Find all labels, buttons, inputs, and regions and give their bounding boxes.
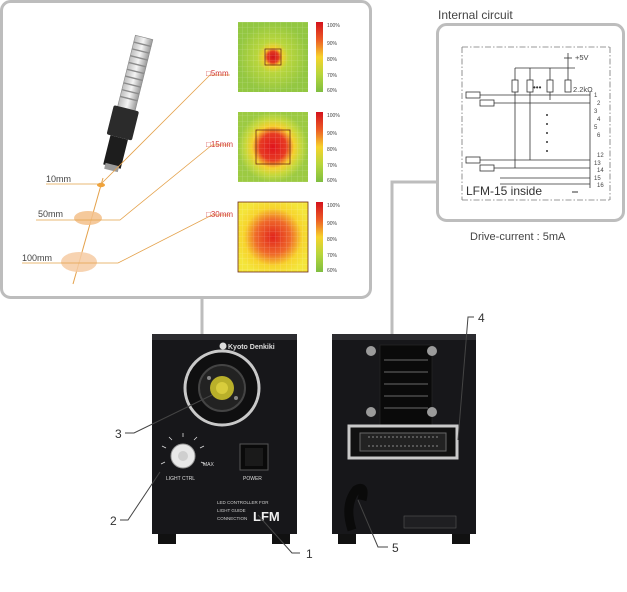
pin-label: 2 [597, 101, 601, 107]
scale-tick: 60% [327, 268, 338, 274]
knob-label: LIGHT CTRL [166, 476, 195, 482]
spot-size-label: □15mm [206, 140, 233, 149]
scale-tick: 80% [327, 237, 338, 243]
scale-tick: 90% [327, 131, 338, 137]
callout-number: 4 [478, 311, 485, 325]
ellipsis: ••• [533, 83, 542, 92]
scale-tick: 80% [327, 57, 338, 63]
pin-label: 12 [597, 153, 604, 159]
rear-unit [332, 334, 476, 544]
scale-tick: 60% [327, 88, 338, 94]
io-connector[interactable] [359, 432, 447, 452]
callout-number: 5 [392, 541, 399, 555]
pin-label: 5 [594, 125, 598, 131]
pin-label: 4 [597, 117, 601, 123]
scale-tick: 90% [327, 221, 338, 227]
light-ctrl-knob[interactable] [160, 433, 206, 469]
pin-label: 1 [594, 93, 598, 99]
scale-tick: 70% [327, 163, 338, 169]
spot-size-label: □30mm [206, 210, 233, 219]
heatmap-30mm [237, 201, 309, 273]
caption-line: LIGHT GUIDE [217, 508, 246, 513]
scale-tick: 90% [327, 41, 338, 47]
pin-label: 13 [594, 161, 601, 167]
resistor-label: 2.2kΩ [573, 85, 593, 94]
scale-tick: 80% [327, 147, 338, 153]
pin-label: 14 [597, 168, 604, 174]
spot-size-label: □5mm [206, 69, 229, 78]
brand-label: Kyoto Denkiki [228, 344, 275, 351]
scale-tick: 70% [327, 73, 338, 79]
pin-label: 3 [594, 109, 598, 115]
scale-tick: 60% [327, 178, 338, 184]
distance-label: 100mm [22, 253, 52, 263]
scale-tick: 100% [327, 203, 340, 209]
inside-label: LFM-15 inside [466, 184, 542, 198]
circuit-title: Internal circuit [438, 8, 513, 22]
model-label: LFM [253, 509, 280, 524]
supply-label: +5V [575, 53, 589, 62]
caption-line: LED CONTROLLER FOR [217, 500, 269, 505]
drive-current-label: Drive-current : 5mA [470, 231, 566, 243]
scale-tick: 100% [327, 113, 340, 119]
power-switch[interactable] [239, 443, 269, 471]
scale-tick: 70% [327, 253, 338, 259]
pin-label: 15 [594, 176, 601, 182]
callout-number: 2 [110, 514, 117, 528]
distance-label: 50mm [38, 209, 63, 219]
front-unit: Kyoto Denkiki MAX LIGHT CTRL POWER L [152, 334, 297, 544]
callout-number: 1 [306, 547, 313, 561]
color-scale [316, 22, 323, 272]
distance-label: 10mm [46, 174, 71, 184]
power-cable [344, 483, 368, 532]
heatmap-15mm [238, 112, 308, 182]
pin-label: 16 [597, 183, 604, 189]
caption-line: CONNECTION [217, 516, 247, 521]
fiber-probe-icon [103, 34, 154, 173]
pin-label: 6 [597, 133, 601, 139]
knob-max-label: MAX [203, 462, 215, 468]
heatmap-5mm [238, 22, 308, 92]
power-label: POWER [243, 476, 262, 482]
rating-plate [403, 515, 457, 529]
internal-circuit: Internal circuit +5V ••• 2.2kΩ [436, 8, 625, 243]
illumination-callout: 10mm 50mm 100mm □5mm □15mm □30mm [0, 0, 372, 299]
scale-tick: 100% [327, 23, 340, 29]
callout-number: 3 [115, 427, 122, 441]
